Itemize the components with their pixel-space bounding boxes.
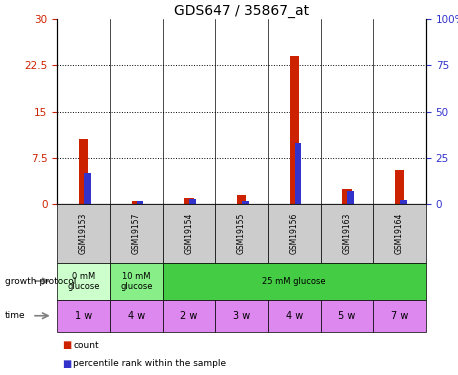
Text: GSM19157: GSM19157 <box>132 213 141 254</box>
Bar <box>57 204 110 262</box>
Bar <box>190 199 196 204</box>
Bar <box>131 201 141 204</box>
Bar <box>237 195 246 204</box>
Text: 0 mM
glucose: 0 mM glucose <box>67 272 100 291</box>
Bar <box>110 204 163 262</box>
Bar <box>163 300 215 332</box>
Bar <box>400 200 407 204</box>
Text: percentile rank within the sample: percentile rank within the sample <box>73 359 226 368</box>
Text: count: count <box>73 340 99 350</box>
Text: GSM19164: GSM19164 <box>395 213 404 254</box>
Bar <box>373 204 426 262</box>
Bar <box>268 300 321 332</box>
Bar <box>137 201 143 204</box>
Text: GSM19156: GSM19156 <box>290 213 299 254</box>
Bar <box>184 198 194 204</box>
Bar <box>342 189 352 204</box>
Text: 10 mM
glucose: 10 mM glucose <box>120 272 153 291</box>
Bar <box>79 140 88 204</box>
Bar <box>57 262 110 300</box>
Bar <box>395 170 404 204</box>
Bar <box>348 191 354 204</box>
Text: 25 mM glucose: 25 mM glucose <box>262 277 326 286</box>
Text: 4 w: 4 w <box>128 311 145 321</box>
Text: time: time <box>5 311 25 320</box>
Bar <box>215 204 268 262</box>
Text: GSM19155: GSM19155 <box>237 213 246 254</box>
Bar <box>163 204 215 262</box>
Bar <box>295 143 301 204</box>
Bar <box>373 300 426 332</box>
Bar <box>84 173 91 204</box>
Text: GSM19154: GSM19154 <box>185 213 193 254</box>
Bar <box>242 201 249 204</box>
Text: 2 w: 2 w <box>180 311 197 321</box>
Text: GSM19153: GSM19153 <box>79 213 88 254</box>
Text: 4 w: 4 w <box>286 311 303 321</box>
Text: ■: ■ <box>62 340 71 350</box>
Bar <box>110 300 163 332</box>
Bar <box>163 262 426 300</box>
Text: GSM19163: GSM19163 <box>343 213 351 254</box>
Text: 1 w: 1 w <box>75 311 92 321</box>
Bar <box>57 300 110 332</box>
Text: 7 w: 7 w <box>391 311 408 321</box>
Text: growth protocol: growth protocol <box>5 277 76 286</box>
Bar <box>289 56 299 204</box>
Title: GDS647 / 35867_at: GDS647 / 35867_at <box>174 4 309 18</box>
Text: 5 w: 5 w <box>338 311 355 321</box>
Bar <box>268 204 321 262</box>
Text: ■: ■ <box>62 359 71 369</box>
Bar <box>110 262 163 300</box>
Text: 3 w: 3 w <box>233 311 250 321</box>
Bar <box>215 300 268 332</box>
Bar <box>321 204 373 262</box>
Bar <box>321 300 373 332</box>
